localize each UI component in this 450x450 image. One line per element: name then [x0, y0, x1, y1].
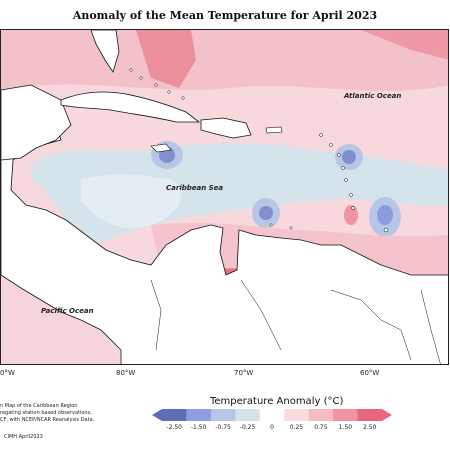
footnote-line2: regating station based observations, — [0, 410, 92, 416]
land-cuba — [60, 91, 201, 123]
legend-swatch — [308, 409, 334, 421]
longitude-label-60w: 60°W — [360, 369, 380, 377]
legend-tick-label: 2.50 — [363, 424, 377, 431]
warm-spot-east — [344, 205, 358, 225]
anomaly-map: Atlantic Ocean Caribbean Sea Pacific Oce… — [0, 29, 449, 365]
label-atlantic-ocean: Atlantic Ocean — [343, 92, 401, 100]
footnote-line1: n Map of the Caribbean Region — [0, 403, 78, 409]
anomaly-warm-core-bahamas — [136, 30, 196, 88]
anomaly-cool-inner — [81, 174, 182, 229]
footnote-line3: CF, with NCEP/NCAR Reanalysis Data. — [0, 417, 95, 423]
country-borders — [150, 279, 441, 364]
anomaly-band-north — [1, 30, 448, 91]
cool-spot-east-core — [377, 205, 393, 225]
longitude-label-80w: 80°W — [116, 369, 136, 377]
legend-tick-label: 0.25 — [289, 424, 304, 431]
longitude-label-90w: 0°W — [0, 369, 15, 377]
legend-title: Temperature Anomaly (°C) — [210, 396, 344, 407]
legend-tick-label: -0.75 — [215, 424, 231, 431]
legend-tick-label: -1.50 — [190, 424, 207, 431]
legend-tick-label: -2.50 — [166, 424, 182, 431]
legend-swatch — [152, 409, 187, 421]
legend-swatch — [259, 409, 285, 421]
legend-swatch — [357, 409, 392, 421]
legend-swatch — [210, 409, 236, 421]
label-pacific-ocean: Pacific Ocean — [41, 307, 94, 315]
land-yucatan — [1, 84, 72, 161]
legend-color-bar — [152, 409, 392, 421]
legend-swatch — [333, 409, 359, 421]
longitude-label-70w: 70°W — [234, 369, 254, 377]
anomaly-warm-ne — [361, 30, 448, 60]
land-puerto-rico — [265, 126, 283, 134]
land-jamaica — [150, 143, 172, 153]
cool-spot-lesser-antilles-core — [342, 150, 356, 164]
legend-tick-label: 0.75 — [314, 424, 328, 431]
map-title: Anomaly of the Mean Temperature for Apri… — [72, 9, 378, 22]
legend-swatch — [284, 409, 310, 421]
legend-tick-label: -0.25 — [239, 424, 256, 431]
cool-spot-central-core — [259, 206, 273, 220]
land-hispaniola — [200, 117, 252, 139]
legend-tick-label: 1.50 — [338, 424, 353, 431]
lesser-antilles-islands — [129, 68, 389, 233]
legend-swatch — [186, 409, 212, 421]
footnote-credit: CIMH April2023 — [4, 434, 43, 440]
legend-tick-label: 0 — [270, 424, 274, 431]
label-caribbean-sea: Caribbean Sea — [166, 184, 223, 192]
map-canvas: Atlantic Ocean Caribbean Sea Pacific Oce… — [1, 30, 448, 364]
land-florida — [90, 30, 120, 73]
land-south-central-america — [1, 111, 448, 364]
legend-swatch — [235, 409, 261, 421]
